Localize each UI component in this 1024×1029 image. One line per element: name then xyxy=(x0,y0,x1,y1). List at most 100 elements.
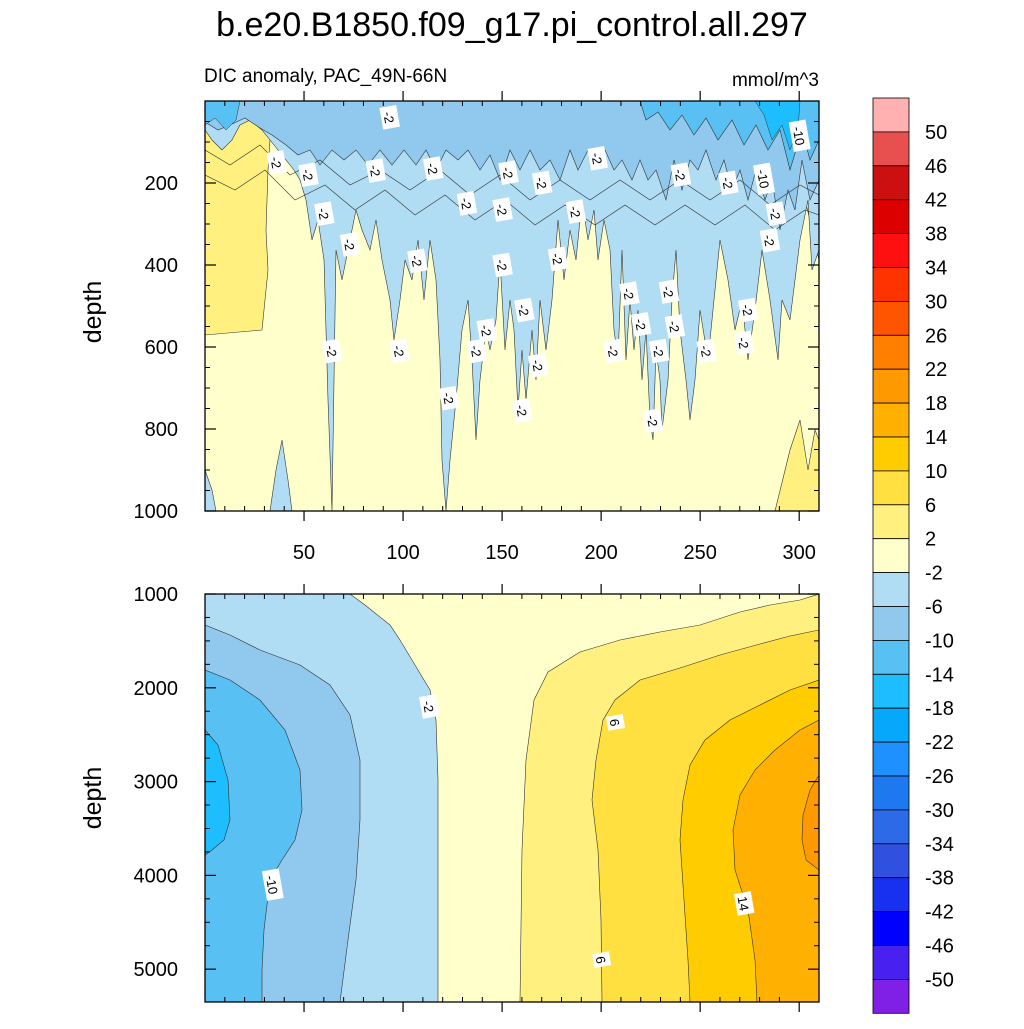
contour-label: -2 xyxy=(765,201,787,226)
contour-label: -2 xyxy=(466,338,488,364)
colorbar-swatch xyxy=(872,436,910,472)
colorbar-label: 14 xyxy=(925,427,947,449)
colorbar-swatch xyxy=(872,233,910,268)
contour-label-bg xyxy=(321,338,343,364)
upper-panel: -2 -2 -2 -2 -2 -2 -2 -2 -2 -2 -2 -2 -2 -2 -2 -2 -2 -2 -2 -2… xyxy=(79,91,820,564)
colorbar-swatch xyxy=(872,165,910,201)
colorbar-swatch xyxy=(872,775,910,811)
contour-label-bg xyxy=(492,197,513,222)
contour-label: -2 xyxy=(407,248,428,274)
contour-label-bg xyxy=(592,951,612,969)
contour-label: -2 xyxy=(733,330,755,356)
figure-title: b.e20.B1850.f09_g17.pi_control.all.297 xyxy=(216,6,808,44)
contour-label-text: -2 xyxy=(420,700,437,714)
contour-label-bg xyxy=(759,228,781,253)
colorbar-swatch xyxy=(872,538,910,574)
contour-label: -2 xyxy=(476,318,498,343)
colorbar-label: 42 xyxy=(925,190,947,212)
contour-label-text: -2 xyxy=(493,203,510,217)
contour-label: -10 xyxy=(788,119,811,153)
panel-subtitle: DIC anomaly, PAC_49N-66N xyxy=(204,66,447,87)
contour-label: -10 xyxy=(261,868,284,901)
colorbar-swatch xyxy=(872,843,910,879)
contour-label-bg xyxy=(587,146,608,171)
contour-label-text: -10 xyxy=(754,168,772,189)
y-tick-label: 4000 xyxy=(134,865,179,887)
colorbar-label: -42 xyxy=(925,902,954,924)
colorbar-label: -38 xyxy=(925,868,954,890)
x-tick-label: 150 xyxy=(485,542,518,564)
contour-label: -2 xyxy=(565,199,587,224)
contour-label-bg xyxy=(419,694,440,719)
colorbar-label: 2 xyxy=(925,529,936,551)
contour-label-bg xyxy=(456,191,478,216)
upper-contour-labels: -2 -2 -2 -2 -2 -2 -2 -2 -2 -2 -2 -2 -2 -2 -2 -2 -2 -2 -2 -2… xyxy=(266,105,811,434)
lower-layer-18 xyxy=(801,774,819,871)
contour-label: -2 xyxy=(266,150,288,175)
contour-label-text: -2 xyxy=(513,404,530,418)
colorbar-swatch xyxy=(872,402,910,438)
colorbar-label: 50 xyxy=(925,122,947,144)
contour-label: -2 xyxy=(498,160,519,185)
contour-label-bg xyxy=(512,398,533,423)
units-label: mmol/m^3 xyxy=(732,70,819,91)
contour-label: -2 xyxy=(298,162,319,188)
contour-label-text: -2 xyxy=(644,414,661,428)
contour-label-bg xyxy=(438,385,460,411)
contour-label: -10 xyxy=(753,162,776,196)
lower-panel: -2 6 -10 14 6 1000 2000 3000 4000 5000 depth xyxy=(79,584,820,1012)
colorbar: 50 46 42 38 34 30 26 22 18 14 10 6 2 -2 -6 -10 -14 -18 -22… xyxy=(872,97,954,1014)
upper-blue-band xyxy=(205,101,819,511)
lower-layer-14 xyxy=(732,719,819,1002)
contour-label: -2 xyxy=(619,281,640,306)
contour-label-text: -2 xyxy=(620,287,637,301)
contour-label: 6 xyxy=(592,951,612,969)
colorbar-label: 6 xyxy=(925,495,936,517)
contour-label-text: -2 xyxy=(604,344,621,358)
lower-plot-frame xyxy=(204,593,820,1003)
upper-blue-left-spike xyxy=(205,101,241,131)
contour-label-bg xyxy=(514,297,535,323)
colorbar-swatch xyxy=(872,877,910,913)
contour-label: -2 xyxy=(314,201,335,226)
contour-label-bg xyxy=(476,318,498,343)
colorbar-label: -10 xyxy=(925,630,954,652)
contour-label: 6 xyxy=(605,714,626,731)
contour-label-text: -2 xyxy=(533,176,550,190)
contour-label-text: -2 xyxy=(719,176,736,190)
colorbar-label: -26 xyxy=(925,766,954,788)
contour-label-bg xyxy=(339,232,361,257)
contour-label-text: -2 xyxy=(267,156,284,170)
contour-label-text: -2 xyxy=(408,254,425,268)
contour-label-text: -10 xyxy=(790,125,808,146)
colorbar-label: 26 xyxy=(925,325,947,347)
y-tick-label: 2000 xyxy=(134,678,179,700)
contour-label: -2 xyxy=(718,170,739,196)
contour-label: -2 xyxy=(664,314,686,339)
colorbar-label: -46 xyxy=(925,936,954,958)
contour-label-bg xyxy=(765,201,787,226)
upper-blue-darker xyxy=(754,101,801,151)
contour-label-text: -2 xyxy=(467,344,484,358)
contour-label-bg xyxy=(407,248,428,274)
contour-label-text: -2 xyxy=(440,391,457,405)
contour-label-text: -2 xyxy=(529,359,546,373)
colorbar-swatch xyxy=(872,606,910,641)
contour-label-bg xyxy=(531,170,553,196)
colorbar-swatch xyxy=(872,267,910,302)
contour-label-text: -2 xyxy=(499,166,516,180)
colorbar-label: 46 xyxy=(925,156,947,178)
contour-label-text: -2 xyxy=(493,258,510,272)
contour-label-text: 14 xyxy=(735,895,752,912)
lower-contour-labels: -2 6 -10 14 6 xyxy=(261,694,755,969)
colorbar-swatch xyxy=(872,640,910,675)
contour-label-text: -2 xyxy=(588,151,605,165)
x-tick-label: 50 xyxy=(293,542,315,564)
colorbar-swatch xyxy=(872,809,910,845)
contour-label-bg xyxy=(422,156,444,181)
colorbar-swatch xyxy=(872,131,910,167)
colorbar-label: 22 xyxy=(925,359,947,381)
colorbar-swatch xyxy=(872,673,910,709)
colorbar-swatch xyxy=(872,334,910,370)
contour-label: -2 xyxy=(422,156,444,181)
